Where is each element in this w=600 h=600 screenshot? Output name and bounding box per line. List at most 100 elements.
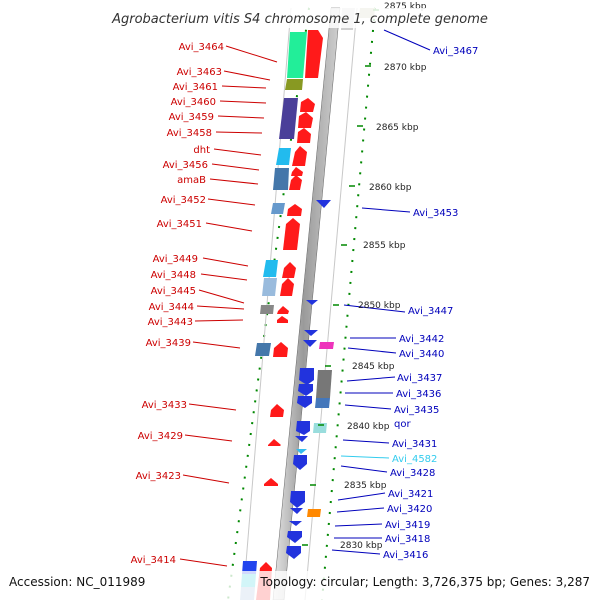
chromosome-backbone [272, 7, 341, 600]
gene-avi3416-shape [286, 546, 301, 559]
scale-label-2830: 2830 kbp [340, 541, 383, 551]
gene-avi3443-shape [277, 316, 288, 323]
gene-avi3437b-shape [298, 384, 313, 396]
label-avi3414: Avi_3414 [131, 555, 176, 566]
label-avi3453: Avi_3453 [413, 208, 458, 219]
scale-label-2860: 2860 kbp [369, 183, 412, 193]
label-avi3464: Avi_3464 [179, 42, 224, 53]
gene-avi3458-shape [298, 112, 313, 128]
label-avi3420: Avi_3420 [387, 504, 432, 515]
label-avi3439: Avi_3439 [146, 338, 191, 349]
title-backdrop [100, 8, 500, 28]
label-avi3463: Avi_3463 [177, 67, 222, 78]
gene-avi3451-shape [283, 218, 300, 250]
label-avi3459: Avi_3459 [169, 112, 214, 123]
label-avi3442: Avi_3442 [399, 334, 444, 345]
scale-label-2870: 2870 kbp [384, 63, 427, 73]
scale-label-2845: 2845 kbp [352, 362, 395, 372]
gene-avi3435-shape [315, 398, 330, 408]
gene-amab-red-shape [289, 175, 302, 190]
accession-text: Accession: NC_011989 [9, 575, 145, 589]
gene-avi3444-shape [260, 305, 274, 314]
gene-avi3423-shape [264, 478, 278, 486]
gene-avi3460-shape [279, 98, 298, 139]
gene-avi3453-shape [316, 200, 331, 208]
label-avi3440: Avi_3440 [399, 349, 444, 360]
label-avi3467: Avi_3467 [433, 46, 478, 57]
gene-amab-shape [273, 168, 289, 190]
scale-label-2850: 2850 kbp [358, 301, 401, 311]
gene-avi3428-shape [293, 455, 307, 470]
left-gene-labels: Avi_3464 Avi_3463 Avi_3461 Avi_3460 Avi_… [131, 42, 224, 566]
gene-avi3414-blue-shape [242, 561, 257, 574]
gene-avi3442-shape [304, 330, 318, 336]
reverse-genes [286, 8, 375, 559]
label-avi3429: Avi_3429 [138, 431, 183, 442]
right-track-line [304, 7, 358, 600]
gene-avi3452-shape [271, 203, 285, 214]
label-avi3443: Avi_3443 [148, 317, 193, 328]
gene-avi3447-shape [306, 300, 318, 305]
gene-avi3435-b-shape [297, 396, 312, 408]
gene-avi4582-shape [296, 449, 307, 454]
gene-avi3458b-shape [297, 128, 311, 143]
scale-label-2855: 2855 kbp [363, 241, 406, 251]
gene-avi3444-red-shape [277, 306, 289, 314]
label-avi3456: Avi_3456 [163, 160, 208, 171]
label-amab: amaB [177, 175, 206, 186]
label-avi3416: Avi_3416 [383, 550, 428, 561]
gene-avi3456-shape [291, 167, 303, 176]
gene-avi3431-shape [295, 436, 308, 442]
gene-avi3420-shape [307, 509, 321, 517]
right-leader-lines [331, 29, 431, 555]
gene-avi3437-shape [299, 368, 314, 385]
gene-avi3436-shape [316, 370, 332, 398]
label-avi3418: Avi_3418 [385, 534, 430, 545]
left-leader-lines [179, 45, 278, 567]
label-avi3445: Avi_3445 [151, 286, 196, 297]
gene-dht-shape [276, 148, 291, 165]
gene-avi3439-shape [255, 343, 271, 356]
label-avi3444: Avi_3444 [149, 302, 194, 313]
gene-avi3449-shape [263, 260, 278, 277]
label-avi3451: Avi_3451 [157, 219, 202, 230]
gene-avi3420-blue-shape [290, 508, 303, 514]
gene-avi3461-shape [285, 79, 303, 90]
label-avi4582: Avi_4582 [392, 454, 437, 465]
label-avi3448: Avi_3448 [151, 270, 196, 281]
label-avi3460: Avi_3460 [171, 97, 216, 108]
gene-avi3440-blue-shape [303, 340, 317, 347]
label-avi3437: Avi_3437 [397, 373, 442, 384]
gene-avi3433-shape [270, 404, 284, 417]
label-avi3423: Avi_3423 [136, 471, 181, 482]
label-avi3449: Avi_3449 [153, 254, 198, 265]
gene-avi3429-shape [268, 439, 281, 446]
label-avi3435: Avi_3435 [394, 405, 439, 416]
label-avi3452: Avi_3452 [161, 195, 206, 206]
gene-avi3464-shape [305, 30, 323, 78]
gene-avi3419-shape [289, 521, 302, 526]
label-avi3433: Avi_3433 [142, 400, 187, 411]
gene-qor-blue-shape [296, 421, 310, 435]
label-avi3458: Avi_3458 [167, 128, 212, 139]
label-avi3447: Avi_3447 [408, 306, 453, 317]
right-gene-labels: Avi_3467 Avi_3453 Avi_3447 Avi_3442 Avi_… [383, 46, 478, 561]
scale-label-2865: 2865 kbp [376, 123, 419, 133]
scale-label-2835: 2835 kbp [344, 481, 387, 491]
gene-avi3463-shape [287, 32, 307, 78]
label-dht: dht [193, 145, 210, 156]
label-avi3461: Avi_3461 [173, 82, 218, 93]
gene-avi3448-shape [262, 278, 277, 296]
gene-avi3439-red-shape [273, 342, 288, 357]
gene-avi3449-red-shape [282, 262, 296, 278]
scale-labels: 2875 kbp 2870 kbp 2865 kbp 2860 kbp 2855… [340, 2, 427, 551]
right-ring-dots [321, 7, 376, 600]
label-avi3431: Avi_3431 [392, 439, 437, 450]
gene-avi3448-red-shape [280, 278, 294, 296]
gene-avi3421-shape [290, 491, 305, 508]
label-avi3421: Avi_3421 [388, 489, 433, 500]
gene-avi3418-shape [287, 531, 302, 543]
label-avi3428: Avi_3428 [390, 468, 435, 479]
label-avi3419: Avi_3419 [385, 520, 430, 531]
